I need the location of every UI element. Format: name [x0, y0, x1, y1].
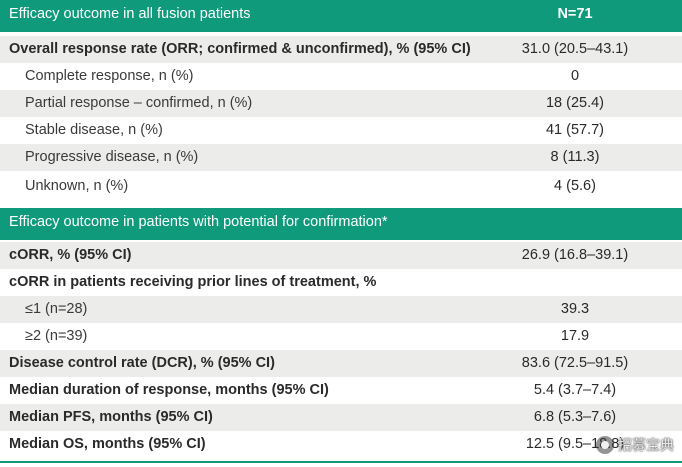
row-value: 41 (57.7) — [545, 122, 605, 138]
n-column-header: N=71 — [557, 6, 593, 22]
table-row-corr: cORR, % (95% CI) 26.9 (16.8–39.1) — [0, 242, 682, 269]
row-value: 31.0 (20.5–43.1) — [521, 41, 629, 57]
row-label: Progressive disease, n (%) — [25, 149, 199, 165]
row-label: Partial response – confirmed, n (%) — [25, 95, 253, 111]
row-label: Unknown, n (%) — [25, 178, 129, 194]
row-value: 17.9 — [560, 328, 590, 344]
row-label: Stable disease, n (%) — [25, 122, 163, 138]
row-label: cORR, % (95% CI) — [9, 247, 132, 263]
row-value: 6.8 (5.3–7.6) — [533, 409, 617, 425]
table-row-corr-prior-lines: cORR in patients receiving prior lines o… — [0, 269, 682, 296]
row-label: Median OS, months (95% CI) — [9, 436, 206, 452]
watermark-text: 招募宝典 — [618, 437, 674, 453]
table-bottom-rule — [0, 461, 682, 463]
row-value: 5.4 (3.7–7.4) — [533, 382, 617, 398]
row-value: 39.3 — [560, 301, 590, 317]
row-label: ≥2 (n=39) — [25, 328, 88, 344]
table-row-unknown: Unknown, n (%) 4 (5.6) — [0, 173, 682, 200]
row-value: 83.6 (72.5–91.5) — [521, 355, 629, 371]
row-label: Median PFS, months (95% CI) — [9, 409, 213, 425]
table-row-partial-response: Partial response – confirmed, n (%) 18 (… — [0, 90, 682, 117]
row-label: Complete response, n (%) — [25, 68, 194, 84]
row-label: Median duration of response, months (95%… — [9, 382, 329, 398]
table-row-duration-of-response: Median duration of response, months (95%… — [0, 377, 682, 404]
table-row-stable-disease: Stable disease, n (%) 41 (57.7) — [0, 117, 682, 144]
section-header-title: Efficacy outcome in all fusion patients — [9, 6, 251, 22]
table-row-median-pfs: Median PFS, months (95% CI) 6.8 (5.3–7.6… — [0, 404, 682, 431]
row-label: Overall response rate (ORR; confirmed & … — [9, 41, 471, 57]
row-value: 4 (5.6) — [554, 178, 596, 194]
row-label: ≤1 (n=28) — [25, 301, 88, 317]
table-row-prior-le1: ≤1 (n=28) 39.3 — [0, 296, 682, 323]
section-header-title: Efficacy outcome in patients with potent… — [9, 214, 388, 230]
table-row-progressive-disease: Progressive disease, n (%) 8 (11.3) — [0, 144, 682, 171]
table-row-orr: Overall response rate (ORR; confirmed & … — [0, 36, 682, 63]
watermark: 招募宝典 — [596, 435, 674, 455]
row-value: 26.9 (16.8–39.1) — [521, 247, 629, 263]
wechat-icon — [596, 436, 614, 454]
table-row-complete-response: Complete response, n (%) 0 — [0, 63, 682, 90]
row-label: Disease control rate (DCR), % (95% CI) — [9, 355, 275, 371]
table-row-prior-ge2: ≥2 (n=39) 17.9 — [0, 323, 682, 350]
table-row-dcr: Disease control rate (DCR), % (95% CI) 8… — [0, 350, 682, 377]
row-label: cORR in patients receiving prior lines o… — [9, 274, 377, 290]
section-header-all-fusion: Efficacy outcome in all fusion patients … — [0, 0, 682, 32]
row-value: 0 — [570, 68, 580, 84]
section-header-confirmation: Efficacy outcome in patients with potent… — [0, 208, 682, 240]
table-row-median-os: Median OS, months (95% CI) 12.5 (9.5–18.… — [0, 431, 682, 458]
row-value: 18 (25.4) — [545, 95, 605, 111]
row-value: 8 (11.3) — [550, 149, 600, 165]
